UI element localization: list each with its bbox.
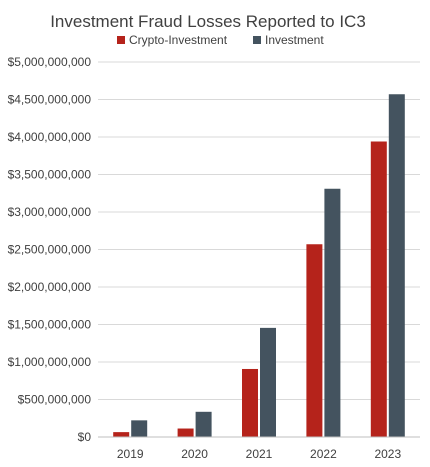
y-tick-label: $4,000,000,000 bbox=[8, 130, 92, 144]
bar-investment-2022 bbox=[324, 188, 341, 437]
y-tick-label: $3,000,000,000 bbox=[8, 205, 92, 219]
chart-title: Investment Fraud Losses Reported to IC3 bbox=[50, 12, 366, 31]
bar-crypto-investment-2022 bbox=[306, 244, 323, 437]
x-tick-label: 2021 bbox=[246, 447, 273, 461]
y-tick-label: $3,500,000,000 bbox=[8, 168, 92, 182]
legend-label-crypto-investment: Crypto-Investment bbox=[129, 33, 228, 47]
y-tick-label: $1,500,000,000 bbox=[8, 318, 92, 332]
x-axis-tick-labels: 2019 2020 2021 2022 2023 bbox=[117, 447, 402, 461]
bar-crypto-investment-2020 bbox=[177, 428, 194, 437]
gridlines bbox=[98, 61, 420, 400]
y-tick-label: $0 bbox=[78, 430, 92, 444]
x-tick-label: 2020 bbox=[181, 447, 208, 461]
y-axis-tick-labels: $0 $500,000,000 $1,000,000,000 $1,500,000,0… bbox=[8, 55, 92, 444]
bar-investment-2021 bbox=[260, 327, 276, 437]
bar-crypto-investment-2019 bbox=[113, 432, 130, 437]
legend-swatch-crypto-investment bbox=[117, 36, 125, 44]
y-tick-label: $1,000,000,000 bbox=[8, 355, 92, 369]
y-tick-label: $5,000,000,000 bbox=[8, 55, 92, 69]
bars bbox=[113, 94, 405, 437]
y-tick-label: $2,500,000,000 bbox=[8, 243, 92, 257]
bar-crypto-investment-2021 bbox=[242, 368, 258, 437]
x-tick-label: 2022 bbox=[310, 447, 337, 461]
legend-swatch-investment bbox=[253, 36, 261, 44]
y-tick-label: $4,500,000,000 bbox=[8, 93, 92, 107]
bar-investment-2020 bbox=[195, 411, 212, 437]
bar-crypto-investment-2023 bbox=[370, 141, 387, 437]
x-tick-label: 2023 bbox=[374, 447, 401, 461]
bar-investment-2023 bbox=[388, 94, 405, 437]
x-tick-label: 2019 bbox=[117, 447, 144, 461]
y-tick-label: $500,000,000 bbox=[18, 393, 92, 407]
y-tick-label: $2,000,000,000 bbox=[8, 280, 92, 294]
bar-investment-2019 bbox=[131, 420, 148, 437]
legend-label-investment: Investment bbox=[265, 33, 324, 47]
legend: Crypto-Investment Investment bbox=[117, 33, 324, 47]
